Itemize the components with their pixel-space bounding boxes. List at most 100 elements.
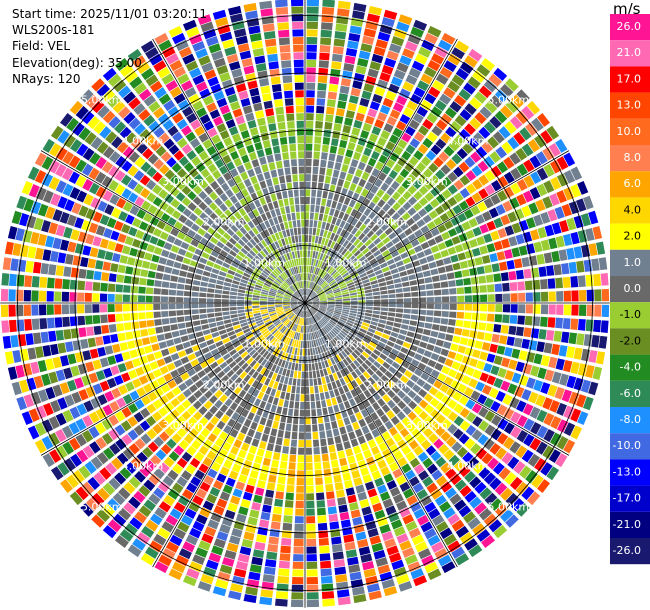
velocity-gate: [282, 190, 288, 199]
velocity-gate: [284, 270, 290, 278]
velocity-gate: [265, 489, 275, 498]
velocity-gate: [386, 258, 395, 266]
velocity-gate: [310, 292, 316, 298]
velocity-gate: [521, 486, 535, 501]
velocity-gate: [310, 355, 315, 363]
velocity-gate: [220, 333, 229, 340]
velocity-gate: [530, 171, 542, 185]
velocity-gate: [405, 451, 416, 462]
velocity-gate: [554, 206, 565, 220]
velocity-gate: [0, 288, 9, 302]
velocity-gate: [329, 145, 338, 154]
velocity-gate: [500, 83, 514, 98]
velocity-gate: [420, 99, 433, 111]
velocity-gate: [22, 363, 33, 377]
velocity-gate: [48, 222, 59, 235]
velocity-gate: [248, 263, 256, 270]
velocity-gate: [219, 203, 228, 212]
velocity-gate: [161, 73, 175, 85]
velocity-gate: [350, 295, 358, 298]
velocity-gate: [153, 533, 167, 546]
velocity-gate: [363, 217, 372, 226]
velocity-gate: [311, 306, 319, 310]
velocity-gate: [305, 151, 313, 159]
velocity-gate: [479, 351, 489, 361]
velocity-gate: [293, 554, 304, 562]
velocity-gate: [353, 72, 365, 82]
velocity-gate: [224, 46, 237, 57]
velocity-gate: [449, 303, 457, 311]
velocity-gate: [277, 289, 285, 294]
velocity-gate: [148, 100, 161, 113]
velocity-gate: [286, 385, 292, 393]
velocity-gate: [540, 382, 551, 395]
velocity-gate: [358, 303, 366, 306]
velocity-gate: [356, 241, 364, 249]
velocity-gate: [342, 213, 350, 222]
velocity-gate: [163, 242, 173, 251]
velocity-gate: [268, 61, 279, 70]
velocity-gate: [371, 168, 381, 178]
velocity-gate: [502, 314, 510, 324]
velocity-gate: [535, 441, 548, 455]
velocity-gate: [344, 336, 352, 344]
velocity-gate: [81, 163, 94, 176]
velocity-gate: [238, 285, 247, 290]
velocity-gate: [221, 557, 235, 567]
velocity-gate: [313, 243, 318, 251]
velocity-gate: [290, 276, 295, 284]
velocity-gate: [548, 449, 561, 464]
velocity-gate: [393, 343, 402, 351]
velocity-gate: [344, 479, 354, 489]
velocity-gate: [305, 356, 308, 364]
velocity-gate: [298, 363, 302, 371]
velocity-gate: [168, 144, 180, 155]
velocity-gate: [522, 363, 533, 375]
velocity-gate: [305, 447, 313, 455]
velocity-gate: [359, 272, 367, 278]
velocity-gate: [286, 260, 292, 269]
velocity-gate: [283, 400, 289, 408]
velocity-gate: [259, 348, 267, 356]
velocity-gate: [348, 95, 359, 104]
colorbar-swatch: [610, 328, 650, 355]
velocity-gate: [315, 287, 322, 293]
velocity-gate: [424, 276, 433, 284]
velocity-gate: [324, 238, 329, 246]
velocity-gate: [159, 231, 169, 241]
velocity-gate: [277, 323, 284, 330]
velocity-gate: [108, 324, 117, 333]
velocity-gate: [325, 324, 332, 331]
velocity-gate: [153, 107, 166, 119]
velocity-gate: [312, 274, 316, 282]
velocity-gate: [309, 308, 315, 315]
velocity-gate: [324, 121, 333, 130]
velocity-gate: [310, 293, 317, 299]
velocity-gate: [324, 286, 331, 292]
velocity-gate: [341, 313, 349, 317]
velocity-gate: [264, 320, 272, 326]
velocity-gate: [379, 365, 388, 374]
velocity-gate: [429, 174, 440, 185]
velocity-gate: [193, 364, 203, 373]
velocity-gate: [376, 218, 385, 228]
velocity-gate: [268, 411, 275, 420]
velocity-gate: [209, 191, 219, 201]
velocity-gate: [241, 538, 253, 549]
velocity-gate: [280, 183, 287, 192]
velocity-gate: [255, 319, 264, 325]
velocity-gate: [54, 278, 63, 289]
velocity-gate: [365, 520, 377, 531]
velocity-gate: [157, 481, 170, 493]
velocity-gate: [306, 325, 308, 333]
velocity-gate: [320, 303, 328, 306]
velocity-gate: [445, 264, 454, 273]
velocity-gate: [329, 184, 336, 193]
velocity-gate: [225, 378, 234, 388]
velocity-gate: [277, 382, 283, 391]
velocity-gate: [222, 442, 232, 452]
velocity-gate: [165, 79, 178, 92]
velocity-gate: [326, 498, 336, 507]
velocity-gate: [263, 282, 271, 288]
velocity-gate: [470, 276, 479, 285]
